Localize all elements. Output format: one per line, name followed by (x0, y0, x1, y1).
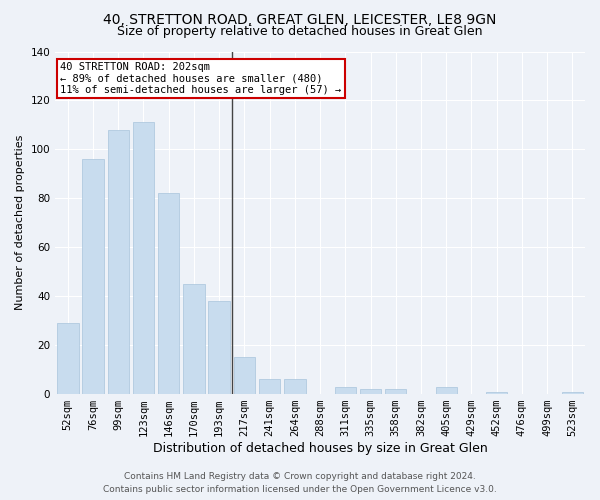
Text: Contains HM Land Registry data © Crown copyright and database right 2024.
Contai: Contains HM Land Registry data © Crown c… (103, 472, 497, 494)
Bar (259, 380, 280, 394)
X-axis label: Distribution of detached houses by size in Great Glen: Distribution of detached houses by size … (153, 442, 487, 455)
Text: 40 STRETTON ROAD: 202sqm
← 89% of detached houses are smaller (480)
11% of semi-: 40 STRETTON ROAD: 202sqm ← 89% of detach… (61, 62, 342, 95)
Bar (133, 122, 154, 394)
Bar (82, 159, 104, 394)
Bar (158, 194, 179, 394)
Bar (360, 389, 381, 394)
Y-axis label: Number of detached properties: Number of detached properties (15, 135, 25, 310)
Bar (385, 389, 406, 394)
Bar (562, 392, 583, 394)
Text: Size of property relative to detached houses in Great Glen: Size of property relative to detached ho… (117, 25, 483, 38)
Text: 40, STRETTON ROAD, GREAT GLEN, LEICESTER, LE8 9GN: 40, STRETTON ROAD, GREAT GLEN, LEICESTER… (103, 12, 497, 26)
Bar (335, 386, 356, 394)
Bar (436, 386, 457, 394)
Bar (183, 284, 205, 394)
Bar (284, 380, 305, 394)
Bar (107, 130, 129, 394)
Bar (233, 358, 255, 394)
Bar (57, 323, 79, 394)
Bar (208, 301, 230, 394)
Bar (486, 392, 508, 394)
